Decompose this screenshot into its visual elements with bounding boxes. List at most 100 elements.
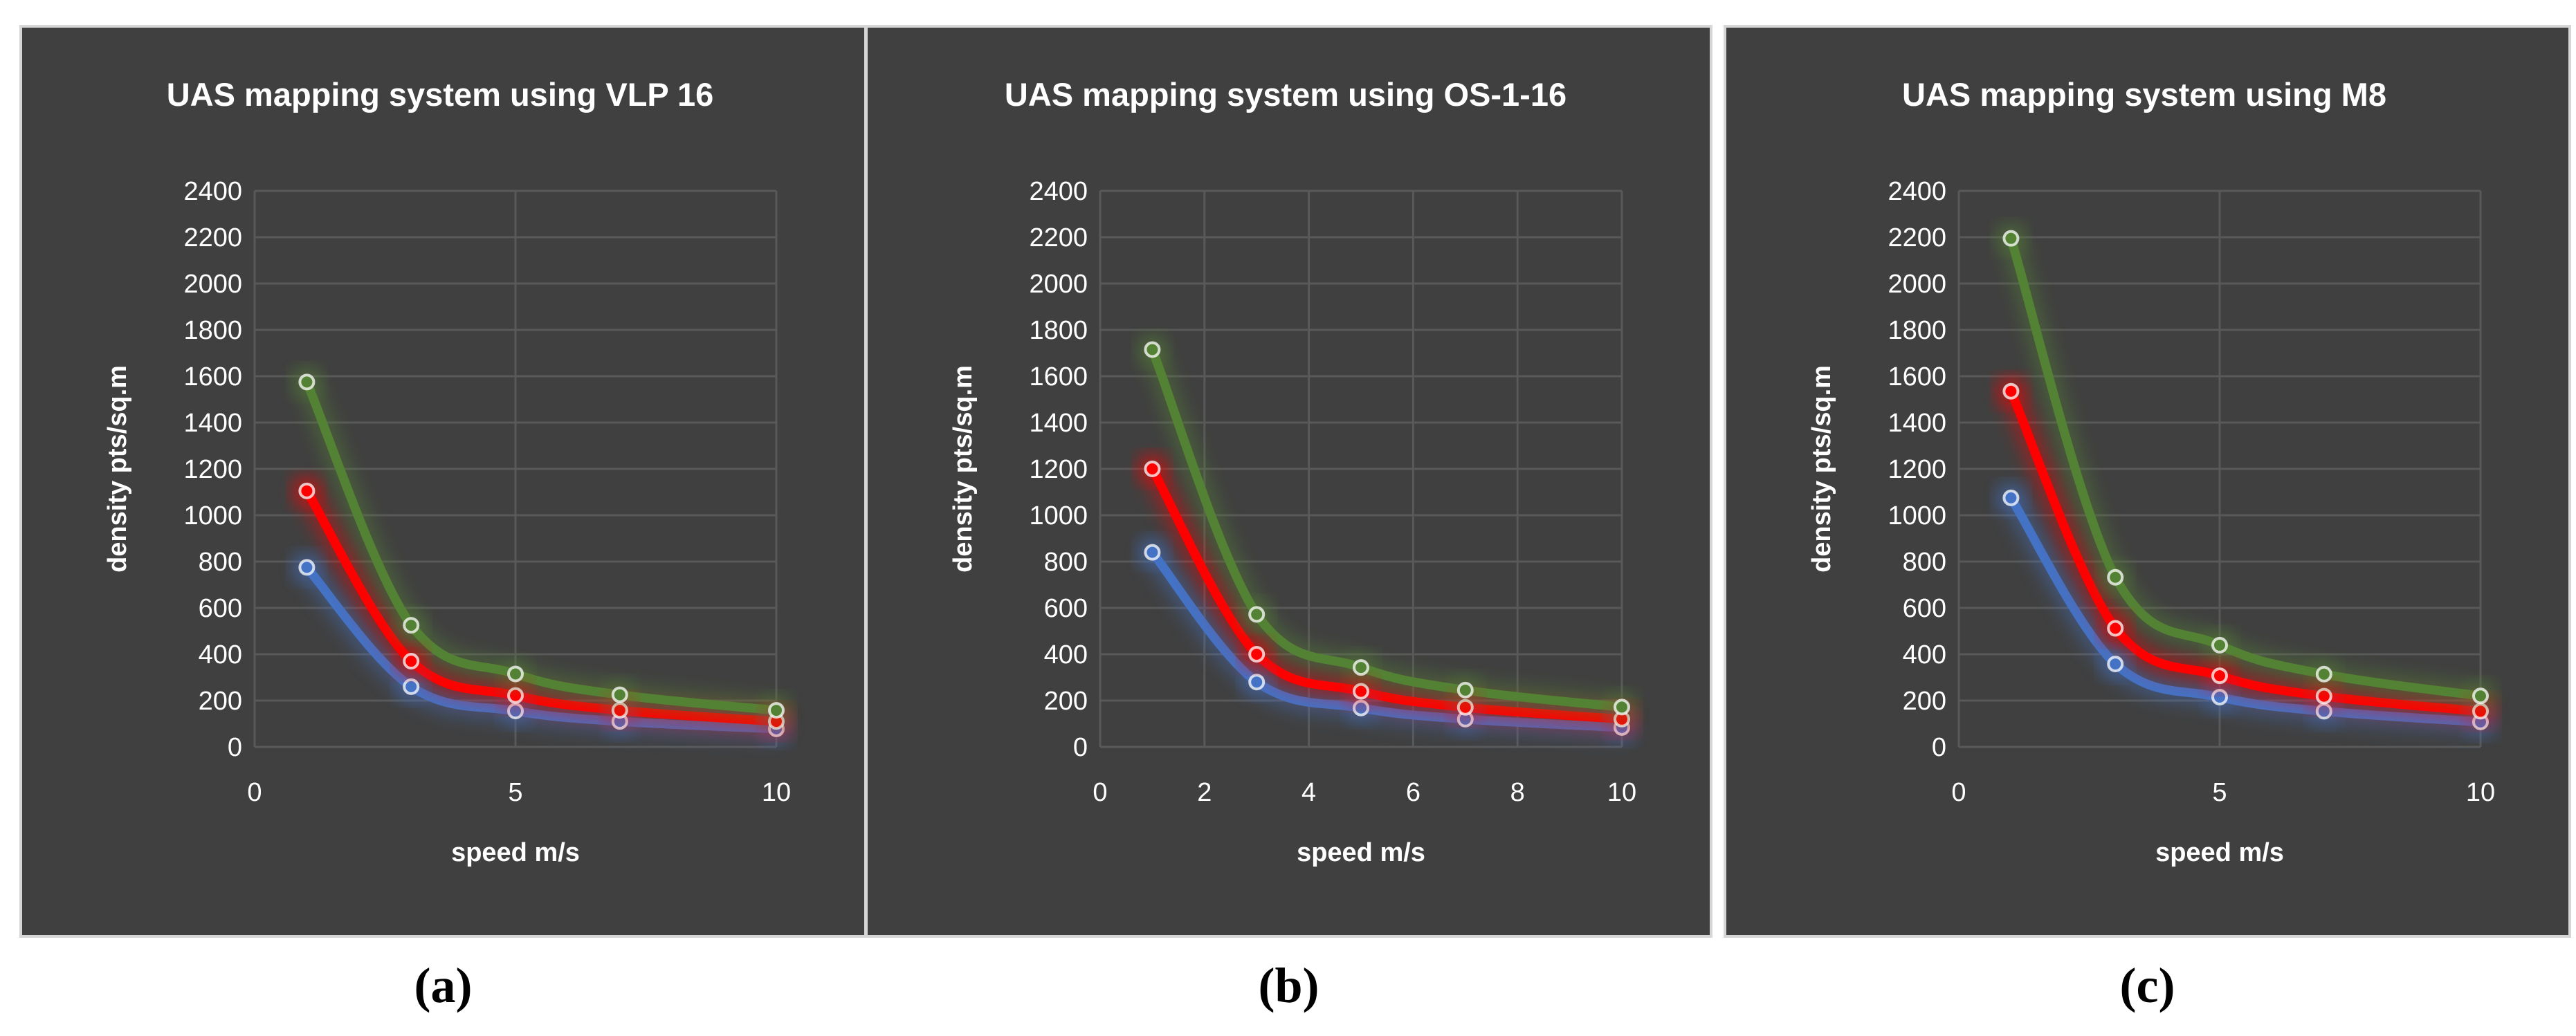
y-tick-label: 1200 [1888, 455, 1946, 484]
figure-caption-b: (b) [1258, 958, 1319, 1013]
y-tick-label: 0 [228, 733, 242, 762]
y-tick-label: 1800 [1029, 316, 1088, 345]
data-point-green [1144, 341, 1161, 358]
y-tick-label: 800 [199, 548, 242, 577]
y-tick-label: 2400 [1029, 177, 1088, 206]
data-point-green [2315, 665, 2332, 683]
y-tick-label: 600 [1903, 594, 1946, 623]
chart-panel-b: UAS mapping system using OS-1-16 0 200 400 6… [865, 25, 1712, 938]
y-axis-label: density pts/sq.m [103, 365, 132, 573]
data-point-green [2211, 636, 2228, 654]
chart-title: UAS mapping system using OS-1-16 [1005, 76, 1566, 113]
data-point-blue [2002, 489, 2020, 506]
data-point-green [2002, 230, 2020, 247]
y-tick-label: 2400 [183, 177, 242, 206]
x-tick-label: 6 [1406, 778, 1421, 807]
data-point-blue [2107, 656, 2124, 673]
data-point-green [507, 665, 524, 683]
y-tick-label: 600 [1044, 594, 1088, 623]
chart-panel-a: UAS mapping system using VLP 16 0 200 400 60… [19, 25, 867, 938]
data-point-red [2315, 687, 2332, 705]
y-tick-label: 2000 [1888, 270, 1946, 299]
y-tick-label: 400 [1044, 640, 1088, 669]
y-tick-label: 1000 [183, 501, 242, 530]
y-tick-label: 1200 [183, 455, 242, 484]
y-tick-label: 400 [199, 640, 242, 669]
y-tick-label: 1200 [1029, 455, 1088, 484]
data-point-red [2002, 382, 2020, 400]
figure-caption-a: (a) [414, 958, 473, 1013]
y-tick-label: 800 [1044, 548, 1088, 577]
y-tick-label: 1600 [183, 362, 242, 391]
x-tick-label: 10 [1607, 778, 1636, 807]
data-point-green [768, 702, 785, 719]
data-point-blue [2211, 688, 2228, 705]
y-tick-label: 400 [1903, 640, 1946, 669]
y-tick-label: 1600 [1888, 362, 1946, 391]
x-axis-label: speed m/s [451, 838, 580, 867]
chart-title: UAS mapping system using M8 [1902, 76, 2386, 113]
data-point-blue [403, 678, 420, 695]
y-tick-label: 600 [199, 594, 242, 623]
chart-panel-c: UAS mapping system using M8 0 200 400 600 800… [1724, 25, 2571, 938]
y-axis-label: density pts/sq.m [949, 365, 978, 573]
y-tick-label: 1400 [1029, 409, 1088, 438]
x-tick-label: 4 [1301, 778, 1316, 807]
chart-title: UAS mapping system using VLP 16 [167, 76, 714, 113]
line-chart-vlp16: UAS mapping system using VLP 16 0 200 400 60… [103, 76, 792, 867]
y-tick-label: 1400 [1888, 409, 1946, 438]
y-tick-label: 0 [1932, 733, 1946, 762]
data-point-green [2107, 568, 2124, 586]
data-point-green [2472, 687, 2489, 705]
data-point-red [403, 653, 420, 670]
data-point-red [298, 482, 316, 499]
series-line-green [2006, 234, 2485, 701]
y-tick-label: 2400 [1888, 177, 1946, 206]
y-tick-label: 2200 [1029, 223, 1088, 252]
y-tick-label: 1800 [183, 316, 242, 345]
data-point-green [1248, 606, 1266, 623]
figure-caption-c: (c) [2119, 958, 2175, 1013]
x-axis-label: speed m/s [1297, 838, 1425, 867]
y-tick-label: 200 [1044, 687, 1088, 716]
x-tick-label: 0 [1093, 778, 1107, 807]
y-tick-label: 1400 [183, 409, 242, 438]
y-tick-label: 800 [1903, 548, 1946, 577]
x-tick-label: 2 [1197, 778, 1212, 807]
x-tick-label: 8 [1510, 778, 1525, 807]
data-point-red [1248, 646, 1266, 663]
data-point-green [1614, 699, 1630, 716]
data-point-red [2211, 667, 2228, 685]
data-point-blue [1248, 674, 1266, 691]
data-point-green [1353, 659, 1369, 676]
x-tick-label: 10 [2466, 778, 2495, 807]
x-axis-label: speed m/s [2155, 838, 2284, 867]
data-point-green [403, 617, 420, 634]
y-tick-label: 1600 [1029, 362, 1088, 391]
data-point-red [507, 687, 524, 704]
y-tick-label: 1000 [1888, 501, 1946, 530]
x-tick-label: 0 [1951, 778, 1966, 807]
y-tick-label: 200 [199, 687, 242, 716]
y-axis-label: density pts/sq.m [1807, 365, 1836, 573]
y-tick-label: 1000 [1029, 501, 1088, 530]
data-point-red [1144, 461, 1161, 477]
data-point-red [2107, 620, 2124, 637]
x-tick-label: 5 [508, 778, 522, 807]
data-point-green [1456, 681, 1474, 699]
data-point-green [298, 373, 316, 391]
data-point-red [1353, 683, 1369, 700]
x-tick-label: 5 [2212, 778, 2227, 807]
y-tick-label: 1800 [1888, 316, 1946, 345]
y-tick-label: 2200 [1888, 223, 1946, 252]
y-tick-label: 2000 [1029, 270, 1088, 299]
data-point-green [611, 686, 628, 703]
y-tick-label: 2200 [183, 223, 242, 252]
data-point-blue [1144, 544, 1161, 561]
y-tick-label: 200 [1903, 687, 1946, 716]
series-line-green [1147, 345, 1627, 712]
data-point-blue [298, 559, 316, 576]
y-tick-label: 0 [1073, 733, 1088, 762]
y-tick-label: 2000 [183, 270, 242, 299]
line-chart-m8: UAS mapping system using M8 0 200 400 600 800… [1807, 76, 2496, 867]
